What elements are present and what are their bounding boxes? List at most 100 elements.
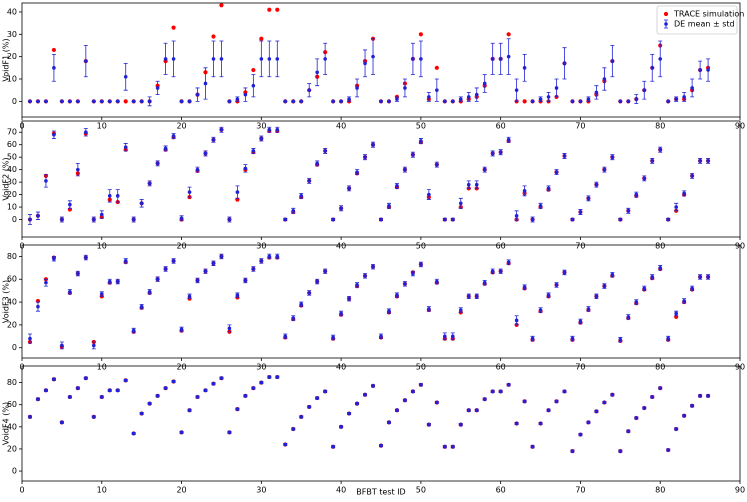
mean-marker <box>331 335 335 340</box>
x-tick-label: 20 <box>176 242 186 251</box>
mean-marker <box>506 260 511 264</box>
mean-marker <box>594 294 599 299</box>
mean-marker <box>474 182 479 187</box>
legend-symbol <box>664 22 668 26</box>
mean-marker <box>594 182 599 187</box>
mean-marker <box>107 388 112 393</box>
mean-marker <box>275 127 280 132</box>
mean-marker <box>482 397 487 401</box>
mean-marker <box>466 182 471 187</box>
mean-marker <box>227 430 232 435</box>
mean-marker <box>235 190 240 194</box>
mean-marker <box>131 217 136 222</box>
mean-marker <box>68 99 72 104</box>
mean-marker <box>259 259 264 263</box>
mean-marker <box>466 294 471 299</box>
mean-marker <box>163 386 168 390</box>
mean-marker <box>650 159 655 163</box>
mean-marker <box>84 130 88 135</box>
mean-marker <box>123 74 128 79</box>
mean-marker <box>155 86 160 90</box>
x-tick-label: 30 <box>256 242 266 251</box>
y-tick-label: 20 <box>7 320 17 329</box>
sim-point <box>418 32 423 37</box>
y-tick-label: 20 <box>7 190 17 199</box>
mean-marker <box>371 54 375 59</box>
mean-marker <box>634 416 639 420</box>
mean-marker <box>315 70 319 75</box>
y-axis-label: VoidF2 (%) <box>2 157 11 200</box>
mean-marker <box>259 380 264 385</box>
x-axis-label: BFBT test ID <box>356 488 405 497</box>
mean-marker <box>538 97 543 101</box>
mean-marker <box>147 99 152 104</box>
mean-marker <box>307 88 312 92</box>
mean-marker <box>323 269 327 274</box>
mean-marker <box>666 336 670 341</box>
mean-marker <box>155 394 160 398</box>
mean-marker <box>92 343 96 348</box>
mean-marker <box>698 275 702 279</box>
mean-marker <box>490 269 495 274</box>
mean-marker <box>219 254 224 259</box>
mean-marker <box>458 308 463 312</box>
x-tick-label: 50 <box>416 242 426 251</box>
mean-marker <box>690 286 694 291</box>
mean-marker <box>427 192 431 197</box>
mean-marker <box>530 336 535 341</box>
mean-marker <box>443 444 447 449</box>
y-tick-label: 0 <box>12 215 17 224</box>
mean-marker <box>379 217 383 222</box>
mean-marker <box>44 99 48 104</box>
mean-marker <box>403 282 407 286</box>
mean-marker <box>283 334 288 339</box>
mean-marker <box>506 137 511 142</box>
y-tick-label: 40 <box>7 165 17 174</box>
y-tick-label: 80 <box>7 378 17 387</box>
mean-marker <box>44 280 48 285</box>
x-tick-label: 70 <box>575 122 585 131</box>
x-tick-label: 30 <box>256 486 266 495</box>
mean-marker <box>291 427 296 431</box>
mean-marker <box>666 217 670 222</box>
axes-frame <box>21 120 741 238</box>
mean-marker <box>594 90 599 95</box>
mean-marker <box>307 179 312 183</box>
mean-marker <box>706 275 710 279</box>
mean-marker <box>355 283 359 287</box>
mean-marker <box>586 307 591 311</box>
mean-marker <box>275 57 280 61</box>
mean-marker <box>554 170 559 174</box>
mean-marker <box>131 328 136 333</box>
y-tick-label: 0 <box>12 97 17 106</box>
x-tick-label: 0 <box>19 486 24 495</box>
legend-symbol <box>663 11 669 17</box>
y-tick-label: 20 <box>7 52 17 61</box>
mean-marker <box>419 262 423 267</box>
mean-marker <box>331 99 335 104</box>
x-tick-label: 60 <box>496 242 506 251</box>
mean-marker <box>634 192 639 197</box>
mean-marker <box>626 315 631 319</box>
sim-point <box>171 25 176 30</box>
mean-marker <box>291 99 296 104</box>
mean-marker <box>203 269 208 274</box>
mean-marker <box>602 77 607 81</box>
mean-marker <box>427 422 431 427</box>
mean-marker <box>690 404 694 408</box>
x-tick-label: 60 <box>496 363 506 372</box>
mean-marker <box>490 389 495 394</box>
sim-point <box>506 32 511 37</box>
mean-marker <box>482 81 487 86</box>
mean-marker <box>195 167 200 172</box>
y-tick-label: 60 <box>7 140 17 149</box>
mean-marker <box>315 396 319 400</box>
mean-marker <box>634 97 639 101</box>
x-tick-label: 40 <box>336 486 346 495</box>
mean-marker <box>706 394 710 398</box>
y-tick-label: 80 <box>7 252 17 261</box>
mean-marker <box>283 99 288 104</box>
mean-marker <box>171 134 176 138</box>
mean-marker <box>530 217 535 222</box>
mean-marker <box>28 99 32 104</box>
